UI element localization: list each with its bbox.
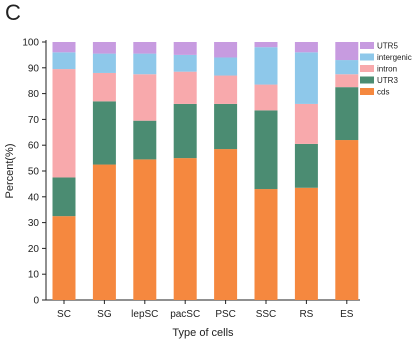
- bar-segment-utr3: [173, 103, 197, 159]
- bar-segment-cds: [214, 149, 238, 300]
- x-tick-label: lepSC: [131, 309, 158, 320]
- x-tick-label: RS: [299, 309, 313, 320]
- bar-segment-utr3: [294, 143, 318, 188]
- y-tick-label: 10: [28, 270, 40, 281]
- y-axis-label: Percent(%): [4, 143, 16, 198]
- legend: UTR5 intergenic intron UTR3 cds: [360, 42, 412, 97]
- x-tick-label: SG: [97, 309, 112, 320]
- legend-label-utr5: UTR5: [377, 42, 398, 51]
- bar-segment-utr3: [133, 120, 157, 160]
- bar-segment-cds: [335, 140, 359, 300]
- bar-segment-intergenic: [133, 53, 157, 75]
- bar-segment-utr3: [92, 101, 116, 165]
- bar-segment-utr3: [214, 103, 238, 150]
- bar-segment-intron: [335, 74, 359, 88]
- bar-segment-cds: [254, 189, 278, 300]
- legend-swatch-cds: [360, 88, 374, 95]
- y-tick-label: 90: [28, 63, 40, 74]
- x-tick-label: ES: [340, 309, 354, 320]
- legend-label-utr3: UTR3: [377, 76, 398, 85]
- legend-swatch-utr5: [360, 42, 374, 49]
- legend-label-intron: intron: [377, 65, 397, 74]
- bar-segment-cds: [133, 159, 157, 300]
- bar-segment-cds: [173, 158, 197, 300]
- legend-swatch-utr3: [360, 76, 374, 84]
- bar-segment-utr3: [254, 110, 278, 190]
- y-tick-label: 70: [28, 115, 40, 126]
- bar-segment-intron: [254, 84, 278, 111]
- y-tick-label: 80: [28, 89, 40, 100]
- bar-segment-intergenic: [214, 57, 238, 76]
- bar-segment-utr5: [173, 42, 197, 55]
- bar-segment-utr5: [335, 42, 359, 61]
- y-tick-label: 100: [22, 38, 39, 49]
- bar-segment-intergenic: [173, 54, 197, 72]
- y-tick-label: 50: [28, 167, 40, 178]
- bar-segment-intergenic: [254, 47, 278, 85]
- bar-segment-utr3: [335, 87, 359, 141]
- bar-segment-intron: [173, 71, 197, 104]
- bar-segment-cds: [294, 187, 318, 300]
- bar-segment-cds: [52, 216, 76, 300]
- bar-segment-utr5: [294, 42, 318, 53]
- y-tick-label: 0: [33, 296, 39, 307]
- y-tick-label: 20: [28, 244, 40, 255]
- bar-segment-intergenic: [335, 60, 359, 75]
- legend-label-intergenic: intergenic: [377, 53, 412, 62]
- axes: 0 10 20 30 40 50 60 70 80 90 100 SC SG lepSC pacSC PSC S…: [22, 38, 360, 320]
- bar-segment-intron: [294, 103, 318, 144]
- bar-segment-cds: [92, 164, 116, 300]
- x-tick-label: PSC: [215, 309, 236, 320]
- bar-segment-utr5: [254, 42, 278, 48]
- bar-segment-utr5: [214, 42, 238, 58]
- legend-label-cds: cds: [377, 88, 389, 97]
- bar-segment-utr5: [52, 42, 76, 53]
- x-tick-label: SSC: [256, 309, 277, 320]
- bar-segment-intron: [52, 69, 76, 178]
- bar-segment-intron: [214, 75, 238, 104]
- legend-swatch-intron: [360, 65, 374, 72]
- bar-segment-utr3: [52, 177, 76, 217]
- x-axis-label: Type of cells: [172, 327, 234, 339]
- bar-segment-utr5: [133, 42, 157, 54]
- legend-swatch-intergenic: [360, 53, 374, 61]
- bar-segment-intergenic: [52, 52, 76, 70]
- bar-segment-intergenic: [294, 52, 318, 104]
- y-tick-label: 30: [28, 218, 40, 229]
- x-tick-label: SC: [57, 309, 71, 320]
- y-tick-label: 40: [28, 192, 40, 203]
- bar-segment-intron: [133, 74, 157, 121]
- bar-segment-utr5: [92, 42, 116, 54]
- panel-letter: C: [5, 0, 21, 25]
- x-tick-label: pacSC: [170, 309, 200, 320]
- bars: [52, 42, 359, 300]
- bar-segment-intergenic: [92, 53, 116, 73]
- y-tick-label: 60: [28, 141, 40, 152]
- bar-segment-intron: [92, 72, 116, 102]
